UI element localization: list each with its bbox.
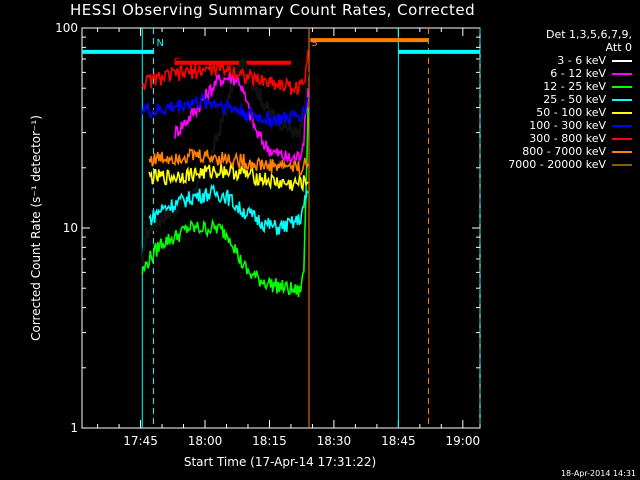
x-tick-label: 18:00 [188,434,223,448]
y-tick-label: 1 [70,421,78,435]
x-tick-label: 18:45 [381,434,416,448]
legend-item: 100 - 300 keV [482,119,632,132]
legend-rows: 3 - 6 keV 6 - 12 keV 12 - 25 keV 25 - 50 ke… [482,54,632,171]
legend-swatch [612,111,632,114]
legend-item: 3 - 6 keV [482,54,632,67]
legend-label: 100 - 300 keV [529,119,606,132]
legend-item: 6 - 12 keV [482,67,632,80]
series-line-5 [141,91,309,129]
legend-item: 7000 - 20000 keV [482,158,632,171]
legend-swatch [612,124,632,127]
series-line-4 [148,161,309,193]
legend-label: 3 - 6 keV [557,54,606,67]
x-axis-label: Start Time (17-Apr-14 17:31:22) [184,455,376,469]
legend-label: 300 - 800 keV [529,132,606,145]
legend-swatch [612,98,632,101]
flag-lines: NF S [82,28,481,428]
legend-swatch [612,72,632,75]
legend-label: 25 - 50 keV [543,93,606,106]
chart-title: HESSI Observing Summary Count Rates, Cor… [70,1,476,19]
legend-label: 800 - 7000 keV [522,145,606,158]
series-line-2 [141,107,309,298]
plot-timestamp: 18-Apr-2014 14:31 [560,469,636,478]
legend-header-line-2: Att 0 [605,41,632,54]
legend-label: 7000 - 20000 keV [508,158,606,171]
x-tick-label: 19:00 [446,434,481,448]
x-tick-label: 18:30 [317,434,352,448]
flag-marker-label: S [311,38,317,49]
y-tick-label: 100 [55,21,78,35]
legend-label: 12 - 25 keV [543,80,606,93]
series-line-6 [141,49,309,96]
legend-item: 800 - 7000 keV [482,145,632,158]
series-line-1 [174,72,309,165]
legend: Det 1,3,5,6,7,9, Att 0 3 - 6 keV 6 - 12 k… [482,28,632,171]
series-group [141,49,310,298]
legend-swatch [612,137,632,140]
x-tick-label: 18:15 [252,434,287,448]
series-line-0 [141,57,310,267]
legend-item: 300 - 800 keV [482,132,632,145]
legend-swatch [612,85,632,88]
legend-swatch [612,163,632,166]
legend-item: 50 - 100 keV [482,106,632,119]
axis-ticks: 17:45 18:00 18:15 18:30 18:45 19:00 1 10 100 [55,21,480,448]
legend-label: 6 - 12 keV [550,67,606,80]
flag-marker-label: N [156,38,163,49]
legend-item: 25 - 50 keV [482,93,632,106]
legend-item: 12 - 25 keV [482,80,632,93]
x-tick-label: 17:45 [123,434,158,448]
legend-swatch [612,59,632,62]
series-line-7 [148,148,309,176]
legend-swatch [612,150,632,153]
legend-label: 50 - 100 keV [536,106,606,119]
series-line-3 [148,183,309,236]
legend-header-line-1: Det 1,3,5,6,7,9, [545,28,632,41]
flag-marker-label: F [174,57,180,68]
y-tick-label: 10 [63,221,78,235]
y-axis-label: Corrected Count Rate (s⁻¹ detector⁻¹) [29,115,43,341]
